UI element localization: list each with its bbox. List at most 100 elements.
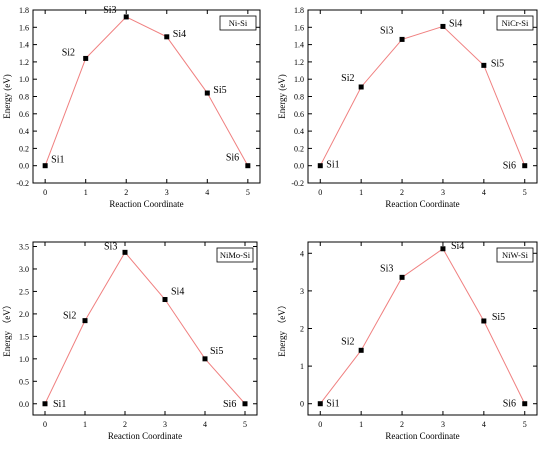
data-point <box>522 163 528 169</box>
y-tick-label: 1.6 <box>19 23 29 32</box>
legend-title: Ni-Si <box>229 18 248 28</box>
x-tick-label: 0 <box>318 420 322 429</box>
chart-svg: 0 1 2 3 4 5 -0.2 0.0 0.2 0.4 0.6 0.8 1.0 1.2 1.4 1.6 1.8… <box>277 6 538 209</box>
point-label: Si2 <box>341 73 354 84</box>
point-label: Si6 <box>226 153 239 164</box>
x-axis-label: Reaction Coordinate <box>385 431 459 441</box>
data-point <box>440 246 446 252</box>
y-tick-label: 0.2 <box>19 144 29 153</box>
y-axis-label: Energy （eV） <box>2 300 12 357</box>
x-tick-label: 3 <box>441 188 445 197</box>
data-point <box>245 163 251 169</box>
y-tick-label: 1.0 <box>294 75 304 84</box>
y-tick-label: 0.0 <box>19 162 29 171</box>
chart-panel-nimo-si: 0 1 2 3 4 5 0.0 0.5 1.0 1.5 2.0 2.5 3.0 3.5 Reaction C… <box>0 227 275 454</box>
legend-box <box>496 247 534 263</box>
y-tick-label: 1.2 <box>19 58 29 67</box>
data-point <box>317 163 323 169</box>
x-tick-label: 2 <box>400 420 404 429</box>
point-label: Si4 <box>449 18 462 29</box>
y-tick-label: 1 <box>300 362 304 371</box>
x-tick-label: 5 <box>523 420 527 429</box>
point-label: Si5 <box>492 312 505 323</box>
data-point <box>123 14 129 20</box>
y-tick-label: 1.8 <box>19 6 29 15</box>
chart-panel-ni-si: 0 1 2 3 4 5 -0.2 0.0 0.2 0.4 0.6 0.8 1.0 1.2 1.4 1.6 1.8… <box>0 0 275 222</box>
point-label: Si2 <box>62 47 75 58</box>
data-point <box>481 62 487 68</box>
point-label: Si3 <box>103 5 116 16</box>
y-tick-label: 3 <box>300 287 304 296</box>
legend-box <box>216 247 254 263</box>
data-point <box>204 90 210 96</box>
legend-box <box>496 15 534 31</box>
x-tick-label: 1 <box>359 188 363 197</box>
y-tick-label: 1.0 <box>19 355 29 364</box>
x-tick-label: 0 <box>43 188 47 197</box>
x-tick-label: 1 <box>359 420 363 429</box>
x-tick-label: 3 <box>165 188 169 197</box>
y-tick-label: 0.6 <box>19 110 29 119</box>
point-label: Si4 <box>171 287 184 298</box>
x-tick-label: 5 <box>523 188 527 197</box>
x-axis-label: Reaction Coordinate <box>108 431 182 441</box>
point-label: Si3 <box>380 25 393 36</box>
data-point <box>162 297 168 303</box>
data-point <box>82 318 88 324</box>
y-tick-label: 1.0 <box>19 75 29 84</box>
x-tick-label: 3 <box>163 420 167 429</box>
data-point <box>358 347 364 353</box>
x-tick-label: 5 <box>243 420 247 429</box>
legend-title: NiMo-Si <box>220 250 251 260</box>
y-tick-label: 0.8 <box>294 93 304 102</box>
x-tick-label: 0 <box>43 420 47 429</box>
chart-panel-nicr-si: 0 1 2 3 4 5 -0.2 0.0 0.2 0.4 0.6 0.8 1.0 1.2 1.4 1.6 1.8… <box>275 0 550 222</box>
x-tick-label: 5 <box>246 188 250 197</box>
y-tick-label: 0.2 <box>294 144 304 153</box>
data-point <box>399 36 405 42</box>
data-point <box>317 401 323 407</box>
x-tick-label: 2 <box>400 188 404 197</box>
y-tick-label: 0.0 <box>294 162 304 171</box>
point-label: Si6 <box>223 399 236 410</box>
data-point <box>440 23 446 29</box>
x-tick-label: 1 <box>84 188 88 197</box>
y-tick-label: 4 <box>300 249 304 258</box>
point-label: Si1 <box>53 399 66 410</box>
chart-panel-niw-si: 0 1 2 3 4 5 0 1 2 3 4 Reaction Coordinate Energy （eV… <box>275 227 550 454</box>
y-tick-label: 0.5 <box>19 377 29 386</box>
point-label: Si1 <box>51 155 64 166</box>
data-point <box>481 318 487 324</box>
point-label: Si4 <box>173 29 186 40</box>
point-label: Si1 <box>326 399 339 410</box>
data-point <box>242 401 248 407</box>
y-tick-label: 1.5 <box>19 332 29 341</box>
data-point <box>399 274 405 280</box>
point-label: Si5 <box>213 85 226 96</box>
y-tick-label: 0.0 <box>19 400 29 409</box>
data-point <box>202 356 208 362</box>
point-label: Si6 <box>503 399 516 410</box>
x-tick-label: 3 <box>441 420 445 429</box>
y-tick-label: 1.6 <box>294 23 304 32</box>
chart-svg: 0 1 2 3 4 5 0.0 0.5 1.0 1.5 2.0 2.5 3.0 3.5 Reaction C… <box>2 241 258 441</box>
point-label: Si2 <box>63 311 76 322</box>
y-tick-label: 0.4 <box>19 127 29 136</box>
point-label: Si1 <box>326 160 339 171</box>
data-point <box>122 249 128 255</box>
plot-frame <box>307 241 538 416</box>
series-line <box>319 25 526 166</box>
series-line <box>44 16 249 166</box>
legend-box <box>219 15 257 31</box>
x-tick-label: 4 <box>482 420 486 429</box>
x-tick-label: 0 <box>318 188 322 197</box>
series-line <box>44 251 246 405</box>
legend-title: NiCr-Si <box>502 18 529 28</box>
x-tick-label: 4 <box>203 420 207 429</box>
point-label: Si4 <box>451 241 464 252</box>
point-label: Si3 <box>104 241 117 252</box>
y-tick-label: 0.8 <box>19 93 29 102</box>
x-tick-label: 1 <box>83 420 87 429</box>
y-tick-label: 0.6 <box>294 110 304 119</box>
x-tick-label: 2 <box>124 188 128 197</box>
